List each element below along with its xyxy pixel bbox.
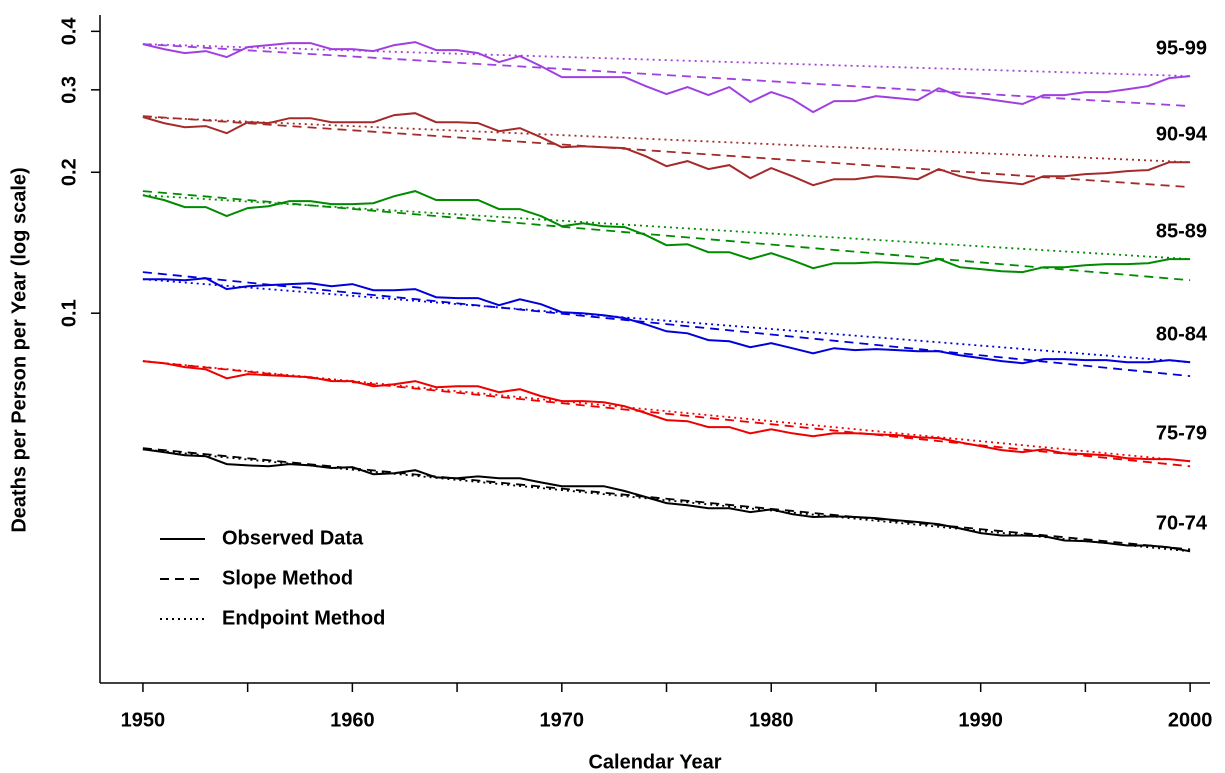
observed-line xyxy=(142,112,1191,187)
x-tick-label: 1960 xyxy=(330,709,375,731)
endpoint-line xyxy=(142,278,1191,364)
observed-line xyxy=(142,277,1191,365)
slope-line xyxy=(142,271,1191,377)
x-tick-label: 1950 xyxy=(121,709,166,731)
slope-line xyxy=(142,447,1191,551)
x-tick-label: 1990 xyxy=(958,709,1003,731)
legend-label: Slope Method xyxy=(222,567,353,589)
y-axis-title: Deaths per Person per Year (log scale) xyxy=(8,167,30,532)
group-label: 70-74 xyxy=(1156,513,1208,535)
endpoint-line xyxy=(142,43,1191,77)
slope-line xyxy=(142,115,1191,188)
group-label: 75-79 xyxy=(1156,422,1207,444)
x-axis-title: Calendar Year xyxy=(588,751,721,773)
slope-line xyxy=(142,190,1191,282)
legend-label: Endpoint Method xyxy=(222,607,385,629)
x-tick-label: 1980 xyxy=(749,709,794,731)
observed-line xyxy=(142,448,1191,553)
group-label: 80-84 xyxy=(1156,323,1208,345)
endpoint-line xyxy=(142,194,1191,260)
x-tick-label: 1970 xyxy=(540,709,585,731)
y-tick-label: 0.4 xyxy=(58,17,80,46)
observed-line xyxy=(142,41,1191,114)
slope-line xyxy=(142,360,1191,468)
y-tick-label: 0.1 xyxy=(58,299,80,327)
x-tick-label: 2000 xyxy=(1168,709,1213,731)
group-label: 85-89 xyxy=(1156,220,1207,242)
legend-label: Observed Data xyxy=(222,527,364,549)
group-label: 95-99 xyxy=(1156,37,1207,59)
slope-line xyxy=(142,43,1191,107)
endpoint-line xyxy=(142,116,1191,164)
y-tick-label: 0.2 xyxy=(58,158,80,186)
group-label: 90-94 xyxy=(1156,123,1208,145)
observed-line xyxy=(142,360,1191,463)
observed-line xyxy=(142,190,1191,274)
y-tick-label: 0.3 xyxy=(58,76,80,104)
